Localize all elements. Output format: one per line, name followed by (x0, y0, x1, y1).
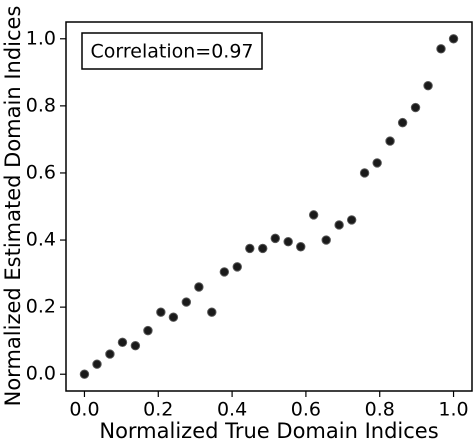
point (270, 233, 280, 244)
plot-frame (65, 21, 473, 392)
y-tick-label: 0.2 (26, 296, 56, 318)
point (232, 262, 242, 272)
x-axis-label: Normalized True Domain Indices (99, 419, 438, 443)
x-tick-label: 0.4 (217, 399, 247, 421)
point (397, 117, 408, 128)
x-tick-label: 0.6 (291, 399, 321, 421)
point (258, 243, 268, 254)
x-tick-label: 1.0 (438, 399, 468, 421)
y-tick-label: 0.6 (26, 161, 56, 183)
x-tick-label: 0.8 (365, 399, 395, 421)
y-tick-label: 0.0 (26, 363, 56, 385)
point (296, 242, 306, 252)
point (181, 297, 192, 307)
annotation: Correlation=0.97 (91, 41, 254, 63)
x-tick-label: 0.0 (69, 399, 99, 421)
point (308, 210, 319, 220)
point (219, 267, 230, 277)
point (321, 235, 331, 245)
point (448, 34, 459, 44)
point (92, 359, 102, 369)
point (207, 307, 217, 317)
point (105, 349, 115, 359)
point (245, 243, 255, 254)
point (334, 220, 344, 230)
y-tick-label: 0.4 (26, 229, 56, 251)
point (359, 168, 370, 178)
y-axis-label: Normalized Estimated Domain Indices (1, 6, 25, 407)
point (283, 237, 293, 247)
point (423, 81, 433, 91)
y-tick-label: 0.8 (26, 94, 56, 116)
point (385, 136, 395, 146)
point (79, 369, 90, 379)
point (130, 341, 141, 351)
point (372, 158, 382, 168)
x-tick-label: 0.2 (143, 399, 173, 421)
point (143, 325, 153, 336)
y-tick-label: 1.0 (26, 27, 56, 49)
point (117, 337, 128, 348)
point (410, 102, 421, 113)
point (346, 215, 357, 225)
annotation-box (81, 32, 263, 70)
point (156, 307, 166, 317)
point (436, 44, 446, 54)
point (194, 282, 204, 292)
point (168, 312, 179, 322)
